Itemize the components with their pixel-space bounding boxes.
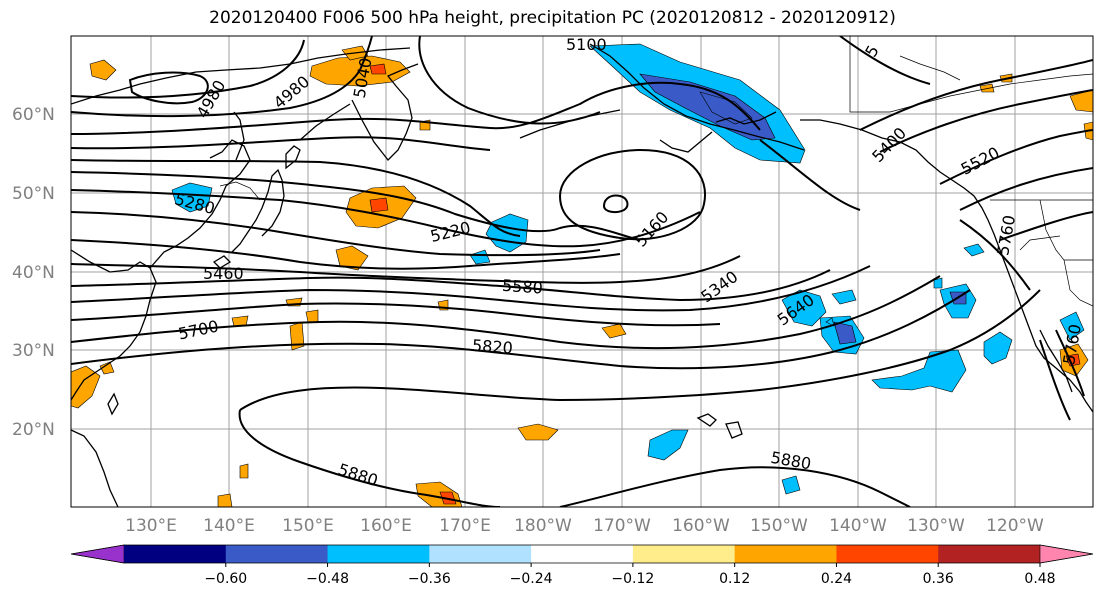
lon-label-160e: 160°E	[360, 516, 412, 536]
colorbar-tick-label: 0.36	[923, 571, 954, 587]
political-borders	[219, 36, 1093, 307]
colorbar-outline	[70, 544, 1094, 564]
colorbar-tick-label: −0.24	[510, 571, 553, 587]
lat-label-20: 20°N	[12, 420, 55, 440]
colorbar-tick-label: −0.36	[408, 571, 451, 587]
lat-label-30: 30°N	[12, 341, 55, 361]
colorbar-tick-label: 0.12	[719, 571, 750, 587]
colorbar-segment	[938, 545, 1041, 563]
colorbar-tick-label: −0.12	[611, 571, 654, 587]
precip-positive-areas	[71, 45, 1093, 507]
colorbar	[70, 544, 1094, 567]
lon-label-170w: 170°W	[593, 516, 651, 536]
lon-label-170e: 170°E	[439, 516, 491, 536]
contour-label-5580: 5580	[501, 276, 543, 298]
colorbar-segment	[429, 545, 532, 563]
lon-label-130e: 130°E	[125, 516, 177, 536]
colorbar-tick-label: 0.24	[821, 571, 852, 587]
colorbar-tick-label: −0.60	[204, 571, 247, 587]
lat-label-50: 50°N	[12, 184, 55, 204]
colorbar-tick-label: 0.48	[1024, 571, 1055, 587]
contour-label-5820: 5820	[471, 336, 513, 358]
latitude-labels: 60°N 50°N 40°N 30°N 20°N	[12, 105, 55, 440]
colorbar-segment	[124, 545, 227, 563]
lon-label-150w: 150°W	[750, 516, 808, 536]
lon-label-180w: 180°W	[514, 516, 572, 536]
map-title: 2020120400 F006 500 hPa height, precipit…	[209, 8, 896, 28]
longitude-labels: 130°E 140°E 150°E 160°E 170°E 180°W 170°…	[125, 516, 1044, 536]
height-contours	[71, 36, 1093, 507]
contour-label-5100: 5100	[566, 35, 607, 54]
lon-label-160w: 160°W	[672, 516, 730, 536]
lon-label-130w: 130°W	[907, 516, 965, 536]
lon-label-150e: 150°E	[282, 516, 334, 536]
contour-labels: 5100 5040 4980 4980 5280 5220 5160 5460 …	[173, 35, 1085, 490]
map-frame	[70, 35, 1094, 508]
colorbar-tick-label: −0.48	[306, 571, 349, 587]
colorbar-segment	[632, 545, 736, 563]
colorbar-segment	[225, 545, 329, 563]
lat-label-60: 60°N	[12, 105, 55, 125]
colorbar-segment	[327, 545, 430, 563]
colorbar-extend-low	[70, 544, 125, 564]
contour-label-5460: 5460	[203, 264, 244, 283]
lon-label-140w: 140°W	[829, 516, 887, 536]
colorbar-extend-high	[1039, 544, 1094, 564]
lon-label-140e: 140°E	[203, 516, 255, 536]
colorbar-tick-labels: −0.60 −0.48 −0.36 −0.24 −0.12 0.12 0.24 0.36 0.4…	[204, 571, 1055, 587]
coastlines	[71, 43, 1093, 507]
lat-label-40: 40°N	[12, 263, 55, 283]
colorbar-segment	[836, 545, 939, 563]
colorbar-segment	[531, 545, 634, 563]
colorbar-segment	[734, 545, 837, 563]
lon-label-120w: 120°W	[986, 516, 1044, 536]
